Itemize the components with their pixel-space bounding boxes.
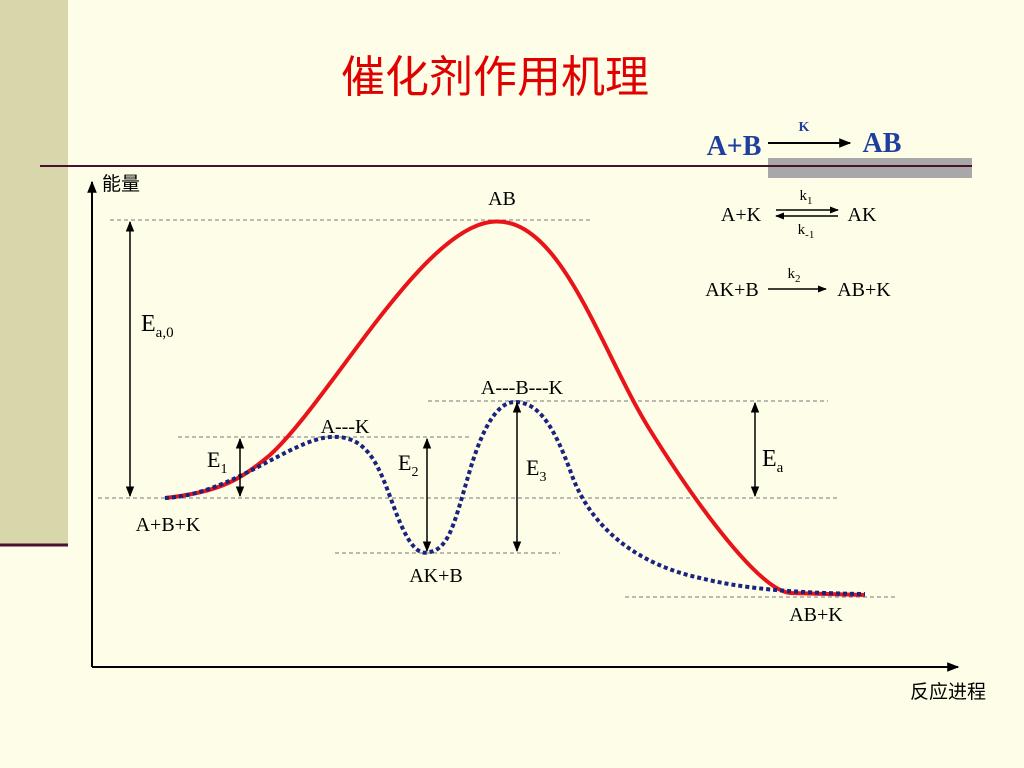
state-label: AB+K [789,604,843,626]
reactants: A+B [707,131,762,162]
energy-label: E3 [526,455,546,485]
product: AB [863,128,902,159]
gray-bar [768,158,972,178]
title: 催化剂作用机理 [341,52,649,103]
state-label: A+B+K [136,514,201,536]
rate-sub: -1 [805,229,814,241]
energy-base: E [398,450,411,475]
side-stripe [0,0,68,545]
rate-base: k [798,222,806,238]
energy-base: E [207,447,220,472]
catalyst: K [799,120,810,135]
energy-sub: 3 [539,470,546,485]
step-right: AK [848,204,877,226]
step-left: A+K [721,204,762,226]
rate-constant: k1 [800,188,813,207]
rate-sub: 1 [807,195,813,207]
state-label: A---B---K [481,377,564,399]
energy-sub: a,0 [156,325,174,341]
step-left: AK+B [705,279,759,301]
energy-base: E [141,311,156,337]
step-right: AB+K [837,279,891,301]
rate-base: k [788,266,796,282]
energy-sub: 1 [220,462,227,477]
uncatalyzed-curve [164,219,866,597]
energy-base: E [762,446,777,472]
rate-sub: 2 [795,273,801,285]
state-label: AK+B [409,565,463,587]
energy-label: Ea [762,446,784,476]
energy-label: E2 [398,450,418,480]
state-label: A---K [321,416,370,438]
rate-constant: k2 [788,266,801,285]
energy-sub: a [777,460,784,476]
energy-label: Ea,0 [141,311,174,341]
y-axis-label: 能量 [102,173,140,195]
energy-sub: 2 [411,465,418,480]
state-label: AB [488,188,516,210]
rate-constant: k-1 [798,222,815,241]
x-axis-label: 反应进程 [910,681,986,703]
energy-label: E1 [207,447,227,477]
energy-base: E [526,455,539,480]
rate-base: k [800,188,808,204]
